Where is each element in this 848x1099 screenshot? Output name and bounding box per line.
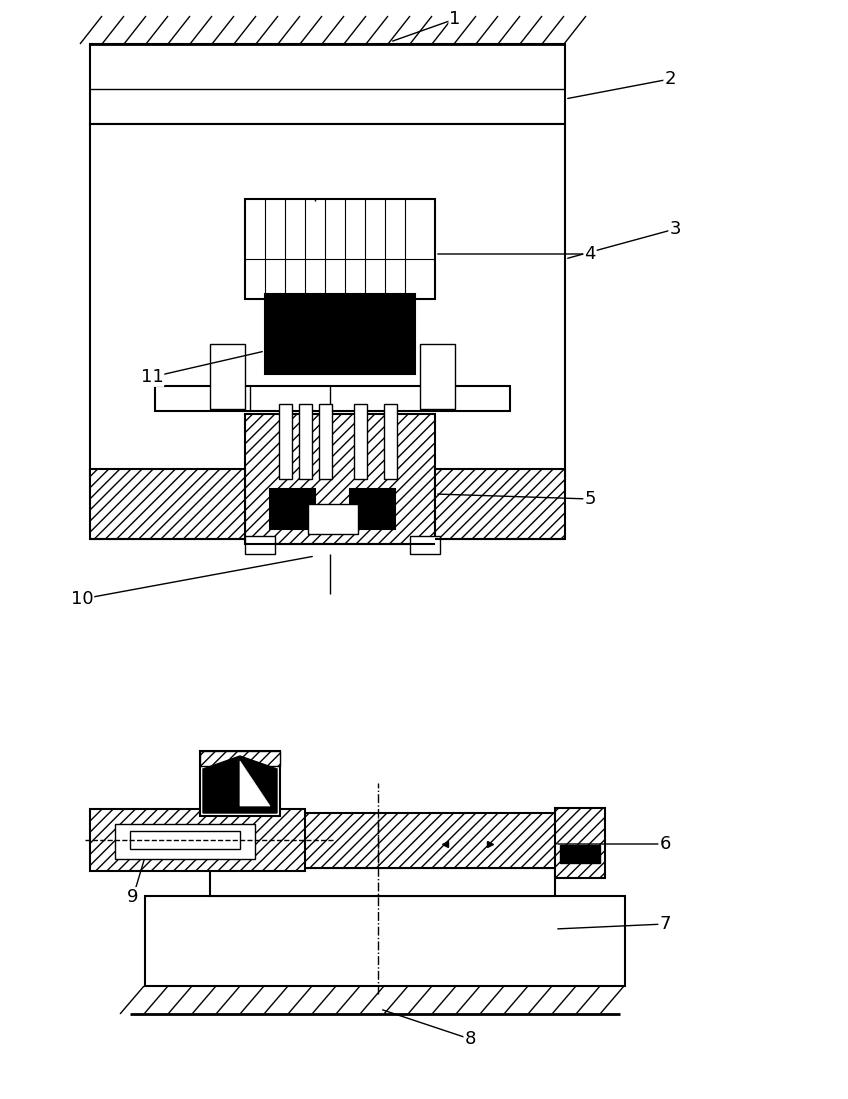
Bar (145, 896, 625, 986)
Text: 2: 2 (664, 70, 676, 88)
Bar (270, 489, 315, 529)
Bar (180, 813, 575, 868)
Bar (245, 414, 435, 544)
Bar (560, 845, 600, 863)
Text: 5: 5 (584, 490, 596, 508)
Bar (210, 344, 245, 409)
Text: 3: 3 (669, 220, 681, 238)
Bar (210, 868, 555, 896)
Polygon shape (203, 756, 277, 813)
Polygon shape (240, 761, 270, 806)
Bar (435, 469, 565, 539)
Bar (245, 199, 435, 299)
Bar (200, 751, 280, 815)
Bar (155, 386, 510, 411)
Bar (130, 831, 240, 850)
Bar (319, 404, 332, 479)
Bar (90, 124, 565, 479)
Text: 11: 11 (141, 368, 164, 386)
Bar (384, 404, 397, 479)
Text: 7: 7 (659, 915, 671, 933)
Bar (279, 404, 292, 479)
Bar (354, 404, 367, 479)
Bar (90, 469, 245, 539)
Bar (245, 536, 275, 554)
Bar (308, 504, 358, 534)
Text: 9: 9 (127, 888, 139, 906)
Bar (90, 44, 565, 124)
Bar (350, 489, 395, 529)
Bar (299, 404, 312, 479)
Bar (555, 808, 605, 878)
Bar (420, 344, 455, 409)
Text: 1: 1 (449, 10, 460, 27)
Text: 8: 8 (465, 1030, 476, 1048)
Text: 10: 10 (70, 590, 93, 608)
Bar (200, 751, 280, 766)
Bar (410, 536, 440, 554)
Bar (115, 824, 255, 859)
Text: 6: 6 (659, 835, 671, 853)
Text: 4: 4 (584, 245, 596, 263)
Bar (90, 809, 305, 872)
Bar (265, 295, 415, 374)
